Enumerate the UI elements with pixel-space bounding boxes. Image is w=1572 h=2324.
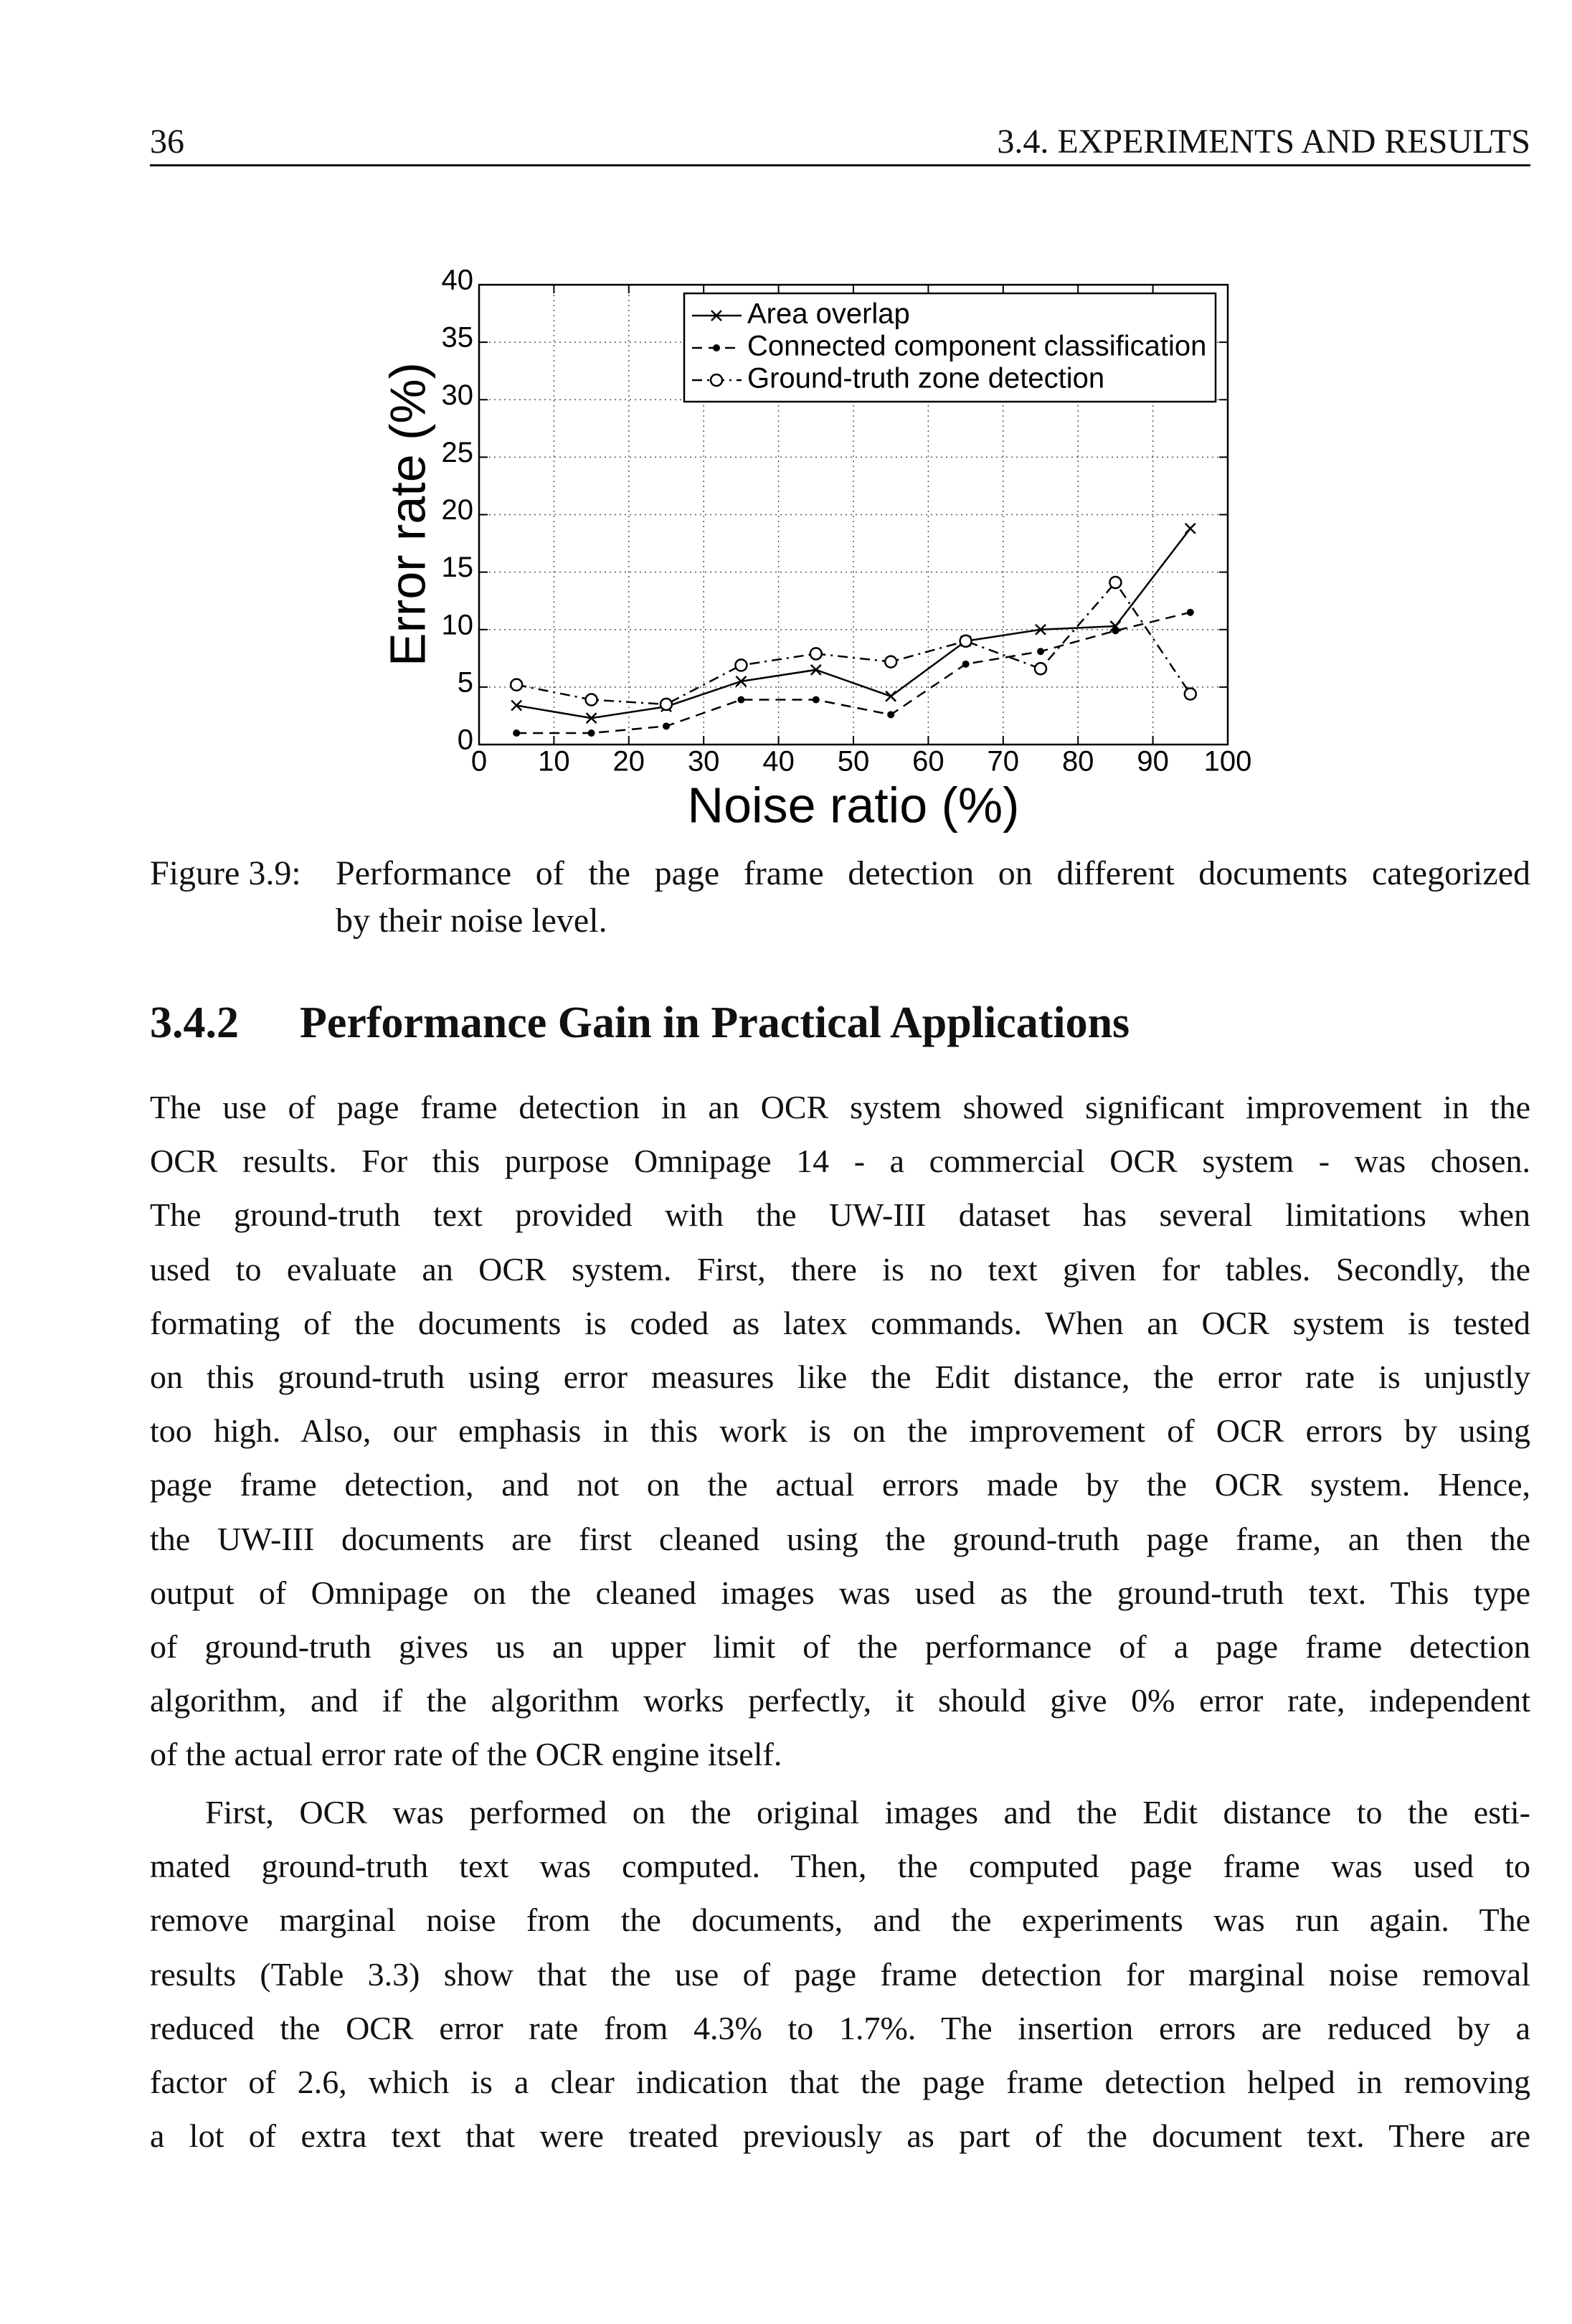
page-number: 36 (150, 123, 184, 161)
running-title: 3.4. EXPERIMENTS AND RESULTS (997, 123, 1530, 161)
y-tick-label: 40 (442, 265, 474, 296)
text-line: page frame detection, and not on the act… (150, 1466, 1530, 1503)
y-tick-label: 25 (442, 437, 474, 468)
marker (737, 696, 745, 704)
text-line: output of Omnipage on the cleaned images… (150, 1574, 1530, 1611)
x-tick-label: 100 (1204, 746, 1252, 778)
marker (1109, 575, 1122, 590)
legend-label: Area overlap (747, 298, 910, 330)
y-tick-label: 0 (458, 724, 473, 756)
text-line: too high. Also, our emphasis in this wor… (150, 1412, 1530, 1450)
text-line: The ground-truth text provided with the … (150, 1196, 1530, 1234)
marker (713, 344, 720, 351)
header-rule (150, 164, 1530, 166)
text-line: OCR results. For this purpose Omnipage 1… (150, 1143, 1530, 1180)
marker (1186, 608, 1194, 616)
y-axis-label: Error rate (%) (379, 362, 435, 666)
marker (887, 711, 895, 719)
text-line: mated ground-truth text was computed. Th… (150, 1848, 1530, 1885)
x-tick-label: 60 (912, 746, 944, 778)
marker (511, 699, 523, 712)
marker (809, 647, 823, 661)
marker (509, 678, 524, 691)
x-axis-label: Noise ratio (%) (688, 777, 1020, 833)
chart: Noise ratio (%) Error rate (%) 0 5 10 15 20 2… (379, 265, 1252, 833)
text-line: remove marginal noise from the documents… (150, 1902, 1530, 1939)
x-tick-label: 40 (762, 746, 795, 778)
y-tick-label: 10 (442, 609, 474, 641)
text-line: First, OCR was performed on the original… (205, 1794, 1530, 1831)
marker (585, 712, 597, 724)
marker (587, 729, 595, 737)
marker (1112, 627, 1119, 635)
caption-line: by their noise level. (336, 902, 607, 940)
text-line: of the actual error rate of the OCR engi… (150, 1736, 782, 1773)
y-tick-label: 15 (442, 552, 474, 583)
series-line (516, 527, 1191, 719)
marker (962, 660, 970, 668)
series-line (516, 611, 1191, 734)
y-tick-label: 20 (442, 494, 474, 526)
text-line: formating of the documents is coded as l… (150, 1304, 1530, 1341)
x-tick-label: 10 (538, 746, 570, 778)
marker (1033, 661, 1048, 676)
marker (735, 675, 747, 687)
y-tick-label: 5 (458, 666, 473, 698)
x-tick-label: 50 (838, 746, 870, 778)
x-tick-label: 80 (1062, 746, 1094, 778)
marker (1037, 648, 1044, 656)
legend-label: Connected component classification (747, 331, 1206, 362)
marker (513, 729, 521, 737)
x-tick-label: 30 (688, 746, 720, 778)
marker (812, 696, 820, 704)
text-line: used to evaluate an OCR system. First, t… (150, 1250, 1530, 1288)
marker (885, 690, 897, 702)
plot-frame (478, 283, 1229, 746)
series-line (516, 580, 1191, 706)
text-line: reduced the OCR error rate from 4.3% to … (150, 2009, 1530, 2046)
text-line: The use of page frame detection in an OC… (150, 1089, 1530, 1125)
section-title: Performance Gain in Practical Applicatio… (300, 998, 1130, 1047)
caption-line: Performance of the page frame detection … (336, 854, 1530, 892)
text-line: the UW-III documents are first cleaned u… (150, 1520, 1530, 1557)
marker (709, 373, 724, 387)
text-line: results (Table 3.3) show that the use of… (150, 1955, 1530, 1993)
marker (1184, 522, 1196, 534)
section-number: 3.4.2 (150, 998, 239, 1047)
marker (711, 310, 722, 321)
x-tick-label: 70 (988, 746, 1020, 778)
text-line: on this ground-truth using error measure… (150, 1359, 1530, 1395)
marker (734, 658, 748, 672)
marker (1035, 623, 1046, 636)
x-tick-label: 20 (613, 746, 645, 778)
marker (810, 663, 822, 676)
text-line: a lot of extra text that were treated pr… (150, 2117, 1530, 2155)
y-tick-label: 35 (442, 322, 474, 354)
x-tick-label: 90 (1137, 746, 1169, 778)
marker (584, 693, 598, 707)
marker (884, 655, 898, 669)
legend-box (683, 292, 1217, 403)
marker (959, 634, 972, 648)
text-line: algorithm, and if the algorithm works pe… (150, 1682, 1530, 1719)
marker (663, 722, 670, 730)
marker (1183, 687, 1198, 701)
y-tick-label: 30 (442, 379, 474, 411)
legend-label: Ground-truth zone detection (747, 363, 1104, 395)
text-line: of ground-truth gives us an upper limit … (150, 1628, 1530, 1665)
caption-label: Figure 3.9: (150, 854, 301, 892)
x-tick-label: 0 (471, 746, 487, 778)
text-line: factor of 2.6, which is a clear indicati… (150, 2064, 1530, 2100)
marker (659, 697, 673, 712)
